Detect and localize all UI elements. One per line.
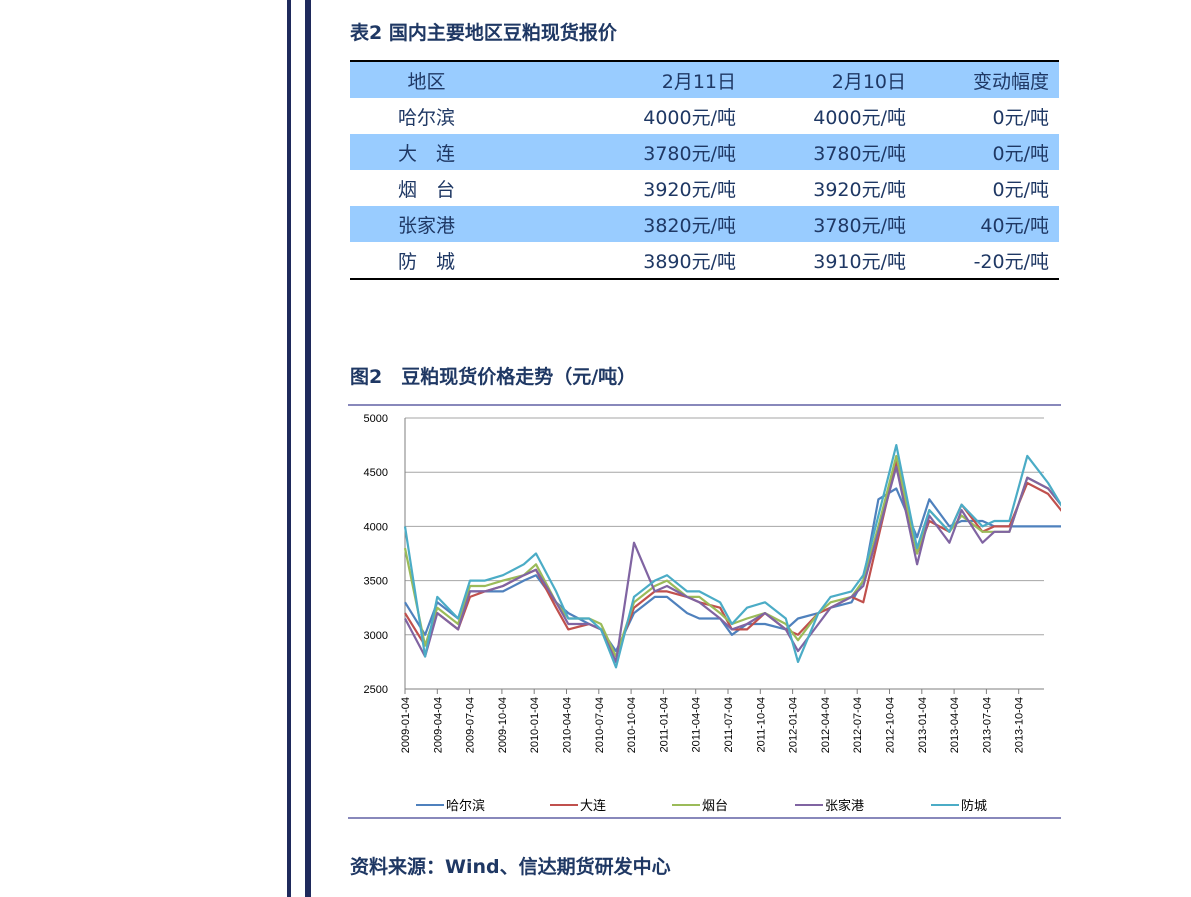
cell-feb11: 4000元/吨 <box>643 106 736 129</box>
price-table: 地区 2月11日 2月10日 变动幅度 哈尔滨 4000元/吨 4000元/吨 … <box>350 60 1059 280</box>
series-line <box>403 454 1061 658</box>
cell-feb10: 3920元/吨 <box>813 178 906 201</box>
x-tick-label: 2010-10-04 <box>626 697 638 753</box>
cell-feb11: 3820元/吨 <box>643 214 736 237</box>
x-tick-label: 2011-10-04 <box>755 697 767 752</box>
header-feb10: 2月10日 <box>831 70 906 93</box>
cell-feb10: 3910元/吨 <box>813 250 906 273</box>
cell-feb10: 3780元/吨 <box>813 214 906 237</box>
header-change: 变动幅度 <box>972 70 1049 93</box>
cell-change: -20元/吨 <box>973 250 1049 273</box>
x-tick-label: 2012-04-04 <box>820 697 832 753</box>
y-tick-label: 3500 <box>364 576 388 588</box>
header-feb11: 2月11日 <box>661 70 736 93</box>
x-tick-label: 2011-01-04 <box>658 697 670 752</box>
source-note: 资料来源：Wind、信达期货研发中心 <box>350 856 671 878</box>
legend-label: 哈尔滨 <box>446 798 485 814</box>
cell-feb10: 4000元/吨 <box>813 106 906 129</box>
x-tick-label: 2012-01-04 <box>788 697 800 753</box>
y-tick-label: 4000 <box>364 521 388 533</box>
x-tick-label: 2010-04-04 <box>562 697 574 753</box>
cell-region: 大 连 <box>397 142 455 165</box>
cell-change: 0元/吨 <box>992 142 1050 165</box>
x-tick-label: 2009-04-04 <box>432 697 444 753</box>
legend-label: 张家港 <box>825 798 864 814</box>
x-tick-label: 2013-07-04 <box>981 697 993 753</box>
y-tick-label: 5000 <box>364 413 388 425</box>
x-tick-label: 2010-01-04 <box>529 697 541 753</box>
cell-feb11: 3890元/吨 <box>643 250 736 273</box>
x-tick-label: 2009-01-04 <box>400 697 412 753</box>
cell-region: 哈尔滨 <box>397 106 455 129</box>
x-tick-label: 2009-10-04 <box>497 697 509 753</box>
cell-change: 0元/吨 <box>992 178 1050 201</box>
cell-region: 防 城 <box>397 250 455 273</box>
cell-feb11: 3920元/吨 <box>643 178 736 201</box>
cell-region: 烟 台 <box>397 178 455 201</box>
chart-title: 图2 豆粕现货价格走势（元/吨） <box>350 366 637 388</box>
legend-label: 防城 <box>961 798 987 814</box>
x-tick-label: 2010-07-04 <box>594 697 606 753</box>
series-line <box>404 465 1061 663</box>
left-border-bar-thin <box>287 0 291 897</box>
series-line <box>404 460 1061 658</box>
cell-change: 40元/吨 <box>980 214 1049 237</box>
left-border-bar-thick <box>305 0 311 897</box>
cell-feb11: 3780元/吨 <box>643 142 736 165</box>
legend-label: 大连 <box>580 798 606 814</box>
x-tick-label: 2011-07-04 <box>723 697 735 752</box>
cell-feb10: 3780元/吨 <box>813 142 906 165</box>
table-row: 大 连 3780元/吨 3780元/吨 0元/吨 <box>350 134 1059 170</box>
legend-label: 烟台 <box>702 799 728 814</box>
cell-region: 张家港 <box>397 214 455 237</box>
y-tick-label: 3000 <box>364 630 388 642</box>
table-row: 张家港 3820元/吨 3780元/吨 40元/吨 <box>350 206 1059 242</box>
x-tick-label: 2009-07-04 <box>465 697 477 753</box>
table-row: 哈尔滨 4000元/吨 4000元/吨 0元/吨 <box>350 98 1059 134</box>
cell-change: 0元/吨 <box>992 106 1050 129</box>
x-tick-label: 2013-10-04 <box>1014 697 1026 753</box>
x-tick-label: 2012-10-04 <box>885 697 897 753</box>
x-tick-label: 2011-04-04 <box>691 697 703 752</box>
series-line <box>403 443 1061 669</box>
table-row: 烟 台 3920元/吨 3920元/吨 0元/吨 <box>350 170 1059 206</box>
x-tick-label: 2012-07-04 <box>852 697 864 753</box>
y-tick-label: 4500 <box>364 467 388 479</box>
table-row: 防 城 3890元/吨 3910元/吨 -20元/吨 <box>350 242 1059 279</box>
header-region: 地区 <box>407 70 446 93</box>
table-header-row: 地区 2月11日 2月10日 变动幅度 <box>350 61 1059 98</box>
y-tick-label: 2500 <box>364 684 388 696</box>
x-tick-label: 2013-01-04 <box>917 697 929 753</box>
table-title: 表2 国内主要地区豆粕现货报价 <box>350 22 617 44</box>
x-tick-label: 2013-04-04 <box>949 697 961 753</box>
price-trend-chart: 5000 4500 4000 3500 3000 2500 2009-01-04 2009-0… <box>364 413 1061 814</box>
chart-frame: 5000 4500 4000 3500 3000 2500 2009-01-04 2009-0… <box>348 404 1061 819</box>
